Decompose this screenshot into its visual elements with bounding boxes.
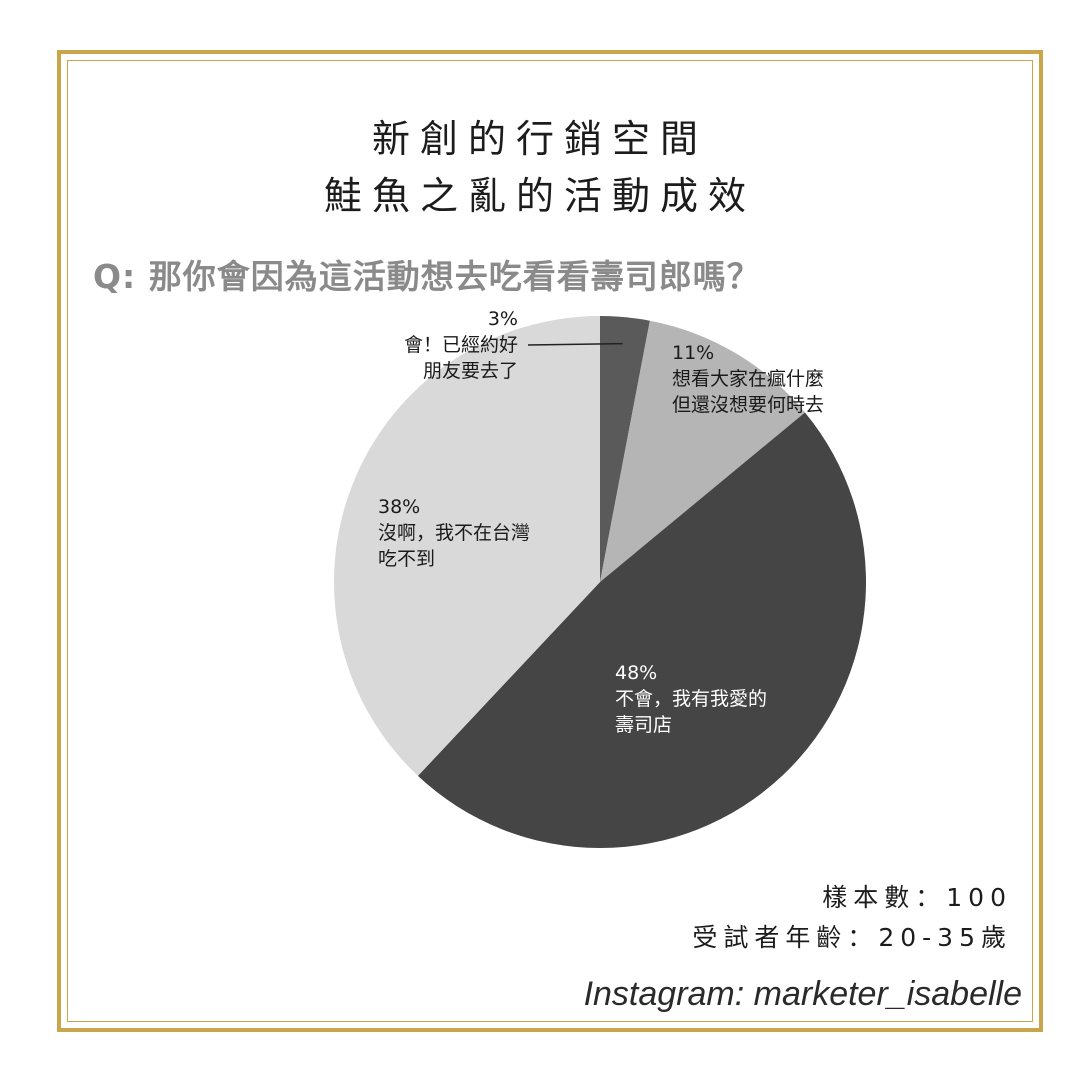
slice-label-curious: 11% 想看大家在瘋什麼 但還沒想要何時去 bbox=[672, 340, 824, 418]
sample-size: 樣本數：100 bbox=[822, 883, 1012, 912]
slice-label-not-in-taiwan: 38% 沒啊，我不在台灣 吃不到 bbox=[378, 494, 530, 572]
instagram-credit: Instagram: marketer_isabelle bbox=[583, 975, 1022, 1013]
slice-label-yes: 3% 會！已經約好 朋友要去了 bbox=[368, 306, 518, 384]
slice-text-no-own-shop: 不會，我有我愛的 壽司店 bbox=[615, 688, 768, 736]
slice-pct-not-in-taiwan: 38% bbox=[378, 496, 421, 518]
pie-slice-not-in-taiwan bbox=[334, 316, 600, 776]
chart-title-line1: 新創的行銷空間 bbox=[371, 117, 708, 161]
slice-text-yes: 會！已經約好 朋友要去了 bbox=[403, 334, 518, 382]
outer-gold-frame bbox=[57, 50, 1043, 1032]
slice-pct-yes: 3% bbox=[487, 308, 518, 330]
inner-gold-frame bbox=[67, 60, 1033, 1022]
pie-slice-no-own-shop bbox=[417, 412, 867, 849]
leader-line-yes bbox=[527, 342, 623, 346]
pie-slice-yes bbox=[600, 316, 650, 582]
age-range: 受試者年齡：20-35歲 bbox=[692, 923, 1012, 952]
slice-text-not-in-taiwan: 沒啊，我不在台灣 吃不到 bbox=[378, 522, 531, 570]
slice-pct-no-own-shop: 48% bbox=[615, 662, 658, 684]
slice-pct-curious: 11% bbox=[672, 342, 715, 364]
chart-title-line2: 鮭魚之亂的活動成效 bbox=[323, 174, 756, 218]
slice-label-no-own-shop: 48% 不會，我有我愛的 壽司店 bbox=[615, 660, 767, 738]
slice-text-curious: 想看大家在瘋什麼 但還沒想要何時去 bbox=[672, 368, 825, 416]
pie-slice-curious bbox=[600, 320, 805, 582]
survey-question: Q: 那你會因為這活動想去吃看看壽司郎嗎？ bbox=[93, 257, 761, 296]
